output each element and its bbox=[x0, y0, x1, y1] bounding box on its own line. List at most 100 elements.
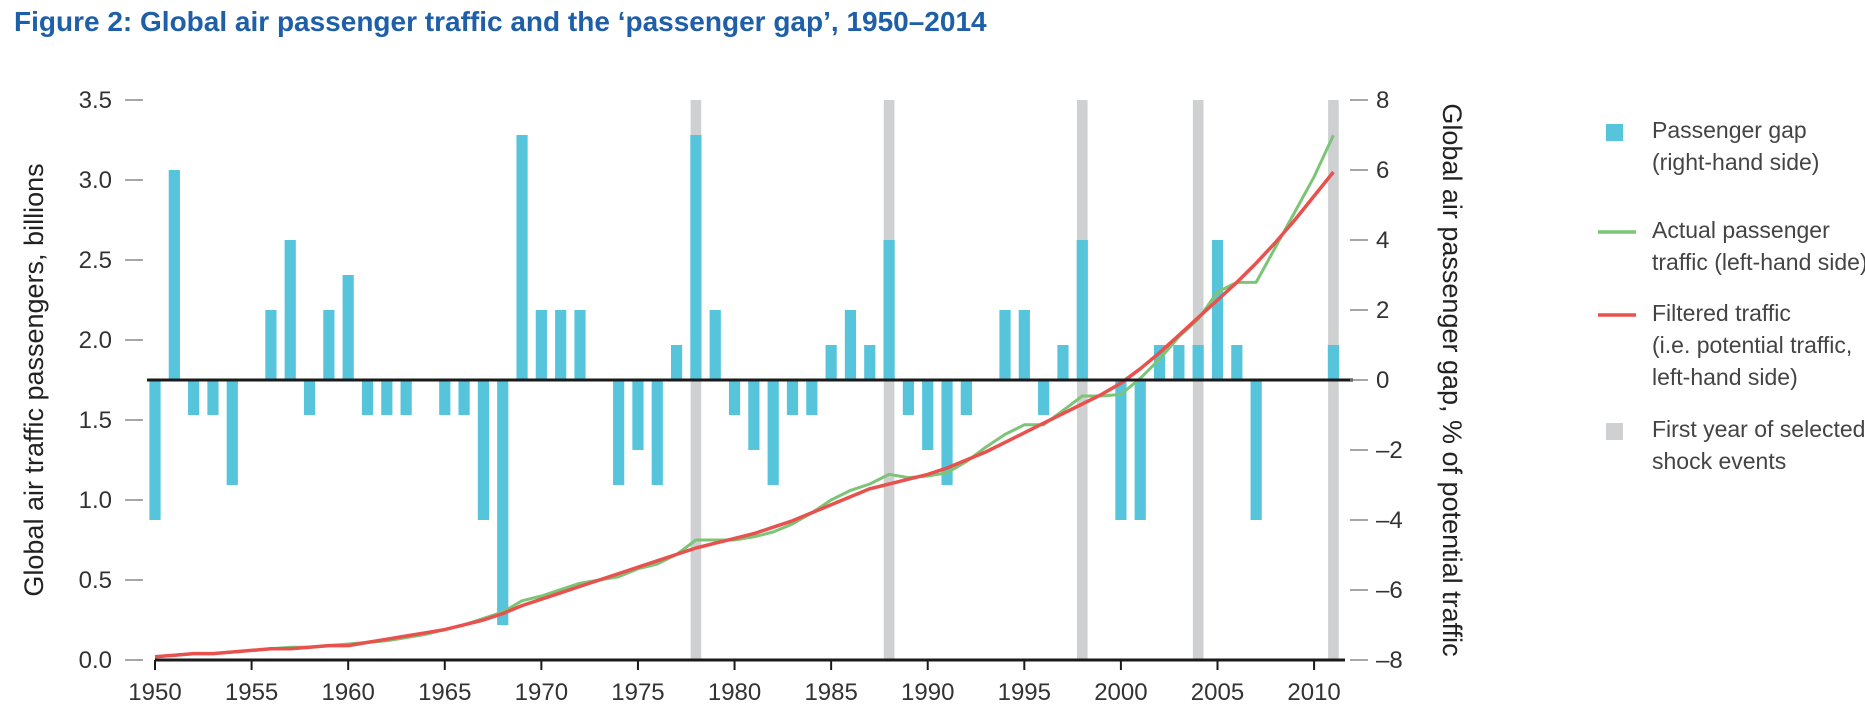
gap-bar-1989 bbox=[902, 380, 915, 415]
x-tick-label-1955: 1955 bbox=[225, 679, 278, 706]
y-left-tick-label-5: 2.5 bbox=[79, 247, 112, 274]
y-left-tick-label-7: 3.5 bbox=[79, 87, 112, 114]
gap-bar-1995 bbox=[1018, 310, 1030, 380]
legend-label-2-1: (i.e. potential traffic, bbox=[1652, 332, 1852, 358]
gap-bar-1971 bbox=[555, 310, 567, 380]
actual-traffic-line bbox=[154, 134, 1335, 659]
gap-bar-1988 bbox=[883, 240, 895, 380]
x-tick-label-2005: 2005 bbox=[1191, 679, 1244, 706]
gap-bar-1957 bbox=[284, 240, 296, 380]
gap-bar-1998 bbox=[1076, 240, 1088, 380]
gap-bar-1985 bbox=[825, 345, 837, 380]
gap-bar-1968 bbox=[497, 380, 509, 625]
gap-bar-1984 bbox=[806, 380, 818, 415]
legend-swatch-3 bbox=[1606, 423, 1623, 440]
gap-bar-1950 bbox=[149, 380, 161, 520]
gap-bar-1974 bbox=[613, 380, 625, 485]
gap-bar-2000 bbox=[1115, 380, 1127, 520]
x-tick-label-1960: 1960 bbox=[321, 679, 374, 706]
filtered-traffic-line bbox=[154, 170, 1335, 659]
y-right-title: Global air passenger gap, % of potential… bbox=[1437, 103, 1467, 656]
x-tick-label-1995: 1995 bbox=[998, 679, 1051, 706]
y-right-tick-label-8: 8 bbox=[1376, 87, 1389, 114]
legend-label-2-0: Filtered traffic bbox=[1652, 300, 1791, 326]
gap-bar-1994 bbox=[999, 310, 1011, 380]
gap-bar-1961 bbox=[361, 380, 374, 415]
gap-bar-1965 bbox=[439, 380, 451, 415]
legend-label-1-1: traffic (left-hand side) bbox=[1652, 249, 1865, 275]
y-right-tick-label-4: 0 bbox=[1376, 367, 1389, 394]
y-right-tick-label-1: –6 bbox=[1376, 577, 1403, 604]
gap-bar-1954 bbox=[226, 380, 238, 485]
y-left-tick-label-6: 3.0 bbox=[79, 167, 112, 194]
gap-bar-1952 bbox=[188, 380, 200, 415]
gap-bar-2003 bbox=[1173, 345, 1185, 380]
gap-bar-1959 bbox=[323, 310, 335, 380]
y-right-tick-label-6: 4 bbox=[1376, 227, 1389, 254]
y-left-tick-label-3: 1.5 bbox=[79, 407, 112, 434]
gap-bar-2011 bbox=[1327, 345, 1340, 380]
chart-title: Figure 2: Global air passenger traffic a… bbox=[14, 6, 987, 37]
gap-bar-2001 bbox=[1134, 380, 1146, 520]
gap-bar-1967 bbox=[477, 380, 490, 520]
gap-bar-1980 bbox=[728, 380, 741, 415]
gap-bar-1991 bbox=[941, 380, 953, 485]
x-tick-label-1990: 1990 bbox=[901, 679, 954, 706]
x-tick-label-1975: 1975 bbox=[611, 679, 664, 706]
axes: 1950 1955 1960 1965 1970 1975 1980 1985 1990 1995… bbox=[19, 87, 1467, 706]
y-left-tick-label-0: 0.0 bbox=[79, 647, 112, 674]
gap-bar-1966 bbox=[458, 380, 470, 415]
y-right-tick-label-3: –2 bbox=[1376, 437, 1403, 464]
gap-bar-1979 bbox=[709, 310, 721, 380]
x-tick-label-1950: 1950 bbox=[128, 679, 181, 706]
x-tick-label-1985: 1985 bbox=[804, 679, 857, 706]
y-left-tick-label-1: 0.5 bbox=[79, 567, 112, 594]
legend: Passenger gap (right-hand side) Actual pas… bbox=[1598, 117, 1865, 474]
gap-bar-1987 bbox=[864, 345, 876, 380]
y-left-title: Global air traffic passengers, billions bbox=[19, 163, 49, 596]
y-left-tick-label-2: 1.0 bbox=[79, 487, 112, 514]
legend-label-3-0: First year of selected bbox=[1652, 416, 1865, 442]
x-tick-label-2010: 2010 bbox=[1287, 679, 1340, 706]
gap-bar-2005 bbox=[1211, 240, 1224, 380]
legend-label-1-0: Actual passenger bbox=[1652, 217, 1830, 243]
gap-bar-1990 bbox=[922, 380, 934, 450]
legend-label-0-1: (right-hand side) bbox=[1652, 149, 1819, 175]
gap-bar-1981 bbox=[748, 380, 760, 450]
gap-bar-1953 bbox=[207, 380, 219, 415]
gap-bar-1997 bbox=[1057, 345, 1069, 380]
legend-swatch-0 bbox=[1606, 124, 1623, 141]
x-tick-label-2000: 2000 bbox=[1094, 679, 1147, 706]
gap-bars bbox=[149, 135, 1340, 625]
x-tick-label-1965: 1965 bbox=[418, 679, 471, 706]
gap-bar-2002 bbox=[1153, 345, 1166, 380]
x-tick-label-1970: 1970 bbox=[515, 679, 568, 706]
gap-bar-1996 bbox=[1038, 380, 1050, 415]
gap-bar-2006 bbox=[1231, 345, 1243, 380]
x-tick-label-1980: 1980 bbox=[708, 679, 761, 706]
gap-bar-1992 bbox=[960, 380, 972, 415]
gap-bar-1960 bbox=[342, 275, 354, 380]
gap-bar-1976 bbox=[651, 380, 663, 485]
gap-bar-2007 bbox=[1250, 380, 1262, 520]
gap-bar-1969 bbox=[516, 135, 528, 380]
gap-bar-1983 bbox=[786, 380, 799, 415]
gap-bar-1951 bbox=[168, 170, 180, 380]
y-left-tick-label-4: 2.0 bbox=[79, 327, 112, 354]
gap-bar-1977 bbox=[670, 345, 683, 380]
gap-bar-1962 bbox=[381, 380, 393, 415]
legend-label-2-2: left-hand side) bbox=[1652, 364, 1798, 390]
legend-label-3-1: shock events bbox=[1652, 448, 1786, 474]
y-right-tick-label-5: 2 bbox=[1376, 297, 1389, 324]
gap-bar-1982 bbox=[767, 380, 779, 485]
gap-bar-1978 bbox=[690, 135, 702, 380]
gap-bar-1975 bbox=[632, 380, 644, 450]
y-right-tick-label-0: –8 bbox=[1376, 647, 1403, 674]
legend-label-0-0: Passenger gap bbox=[1652, 117, 1807, 143]
y-right-tick-label-7: 6 bbox=[1376, 157, 1389, 184]
traffic-lines bbox=[154, 134, 1335, 659]
gap-bar-2004 bbox=[1192, 345, 1204, 380]
gap-bar-1956 bbox=[265, 310, 277, 380]
y-right-tick-label-2: –4 bbox=[1376, 507, 1403, 534]
